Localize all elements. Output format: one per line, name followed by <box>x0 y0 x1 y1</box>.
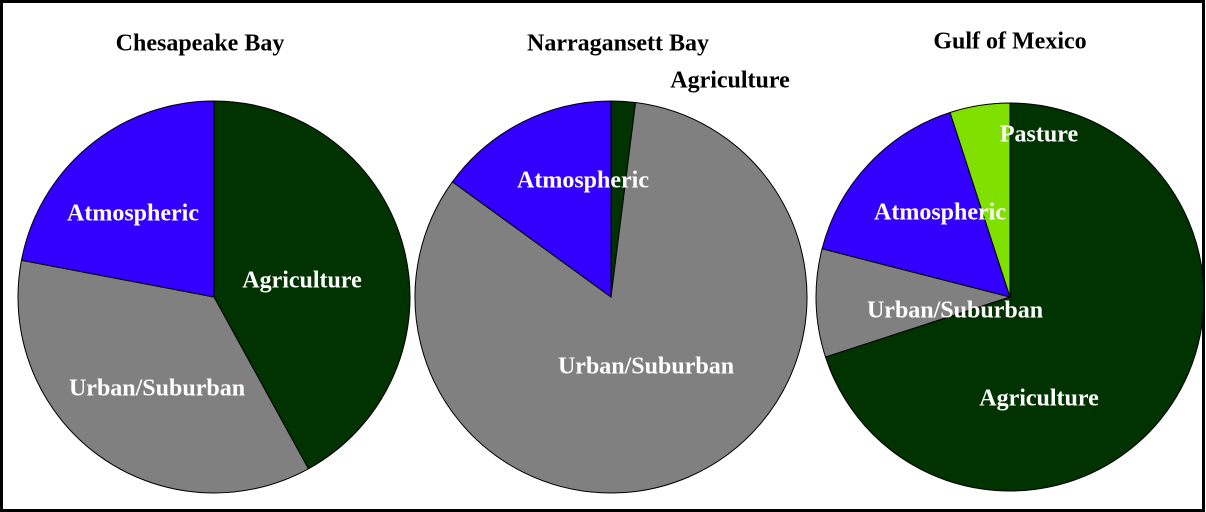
pie-slice <box>815 248 1012 358</box>
pie-slice <box>824 102 1205 492</box>
pie-slice <box>17 259 310 494</box>
pie-slice <box>414 101 808 494</box>
chart-title: Narragansett Bay <box>527 31 709 57</box>
slice-label: Atmospheric <box>517 168 649 194</box>
pie-slice <box>821 111 1011 298</box>
slice-label: Urban/Suburban <box>867 298 1043 324</box>
slice-label: Atmospheric <box>67 201 199 227</box>
pie-slice <box>949 102 1011 298</box>
slice-label: Agriculture <box>979 386 1099 412</box>
chart-title: Chesapeake Bay <box>116 31 285 57</box>
slice-label: Pasture <box>1000 122 1079 148</box>
pie-slice <box>451 100 612 298</box>
slice-label: Agriculture <box>242 268 362 294</box>
slice-label: Atmospheric <box>874 200 1006 226</box>
pie-slice <box>213 100 411 470</box>
chart-title: Gulf of Mexico <box>933 29 1086 55</box>
slice-label: Agriculture <box>670 68 790 94</box>
slice-label: Urban/Suburban <box>69 376 245 402</box>
slice-label: Urban/Suburban <box>558 354 734 380</box>
pie-slice <box>20 100 215 298</box>
